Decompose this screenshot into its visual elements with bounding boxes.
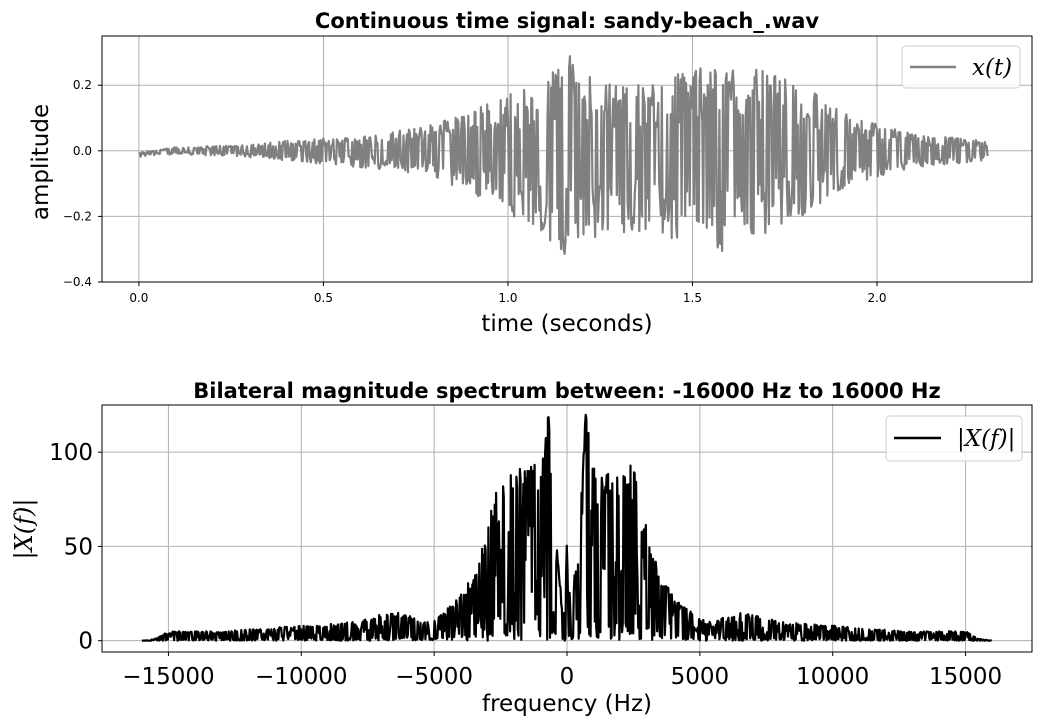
time-signal-ytick-label: −0.2 xyxy=(63,209,92,223)
spectrum-legend: |X(f)| xyxy=(885,415,1023,462)
spectrum-axes: Bilateral magnitude spectrum between: -1… xyxy=(10,379,1033,717)
spectrum-xtick-label: 15000 xyxy=(929,664,1002,690)
spectrum-legend-box xyxy=(885,415,1023,462)
spectrum-xlabel: frequency (Hz) xyxy=(482,691,652,717)
time-signal-grid xyxy=(102,36,1032,283)
time-signal-xtick-label: 1.5 xyxy=(683,291,702,305)
time-signal-ytick-label: 0.2 xyxy=(73,78,92,92)
spectrum-xtick-label: −5000 xyxy=(395,664,473,690)
spectrum-line xyxy=(141,413,993,642)
time-signal-axes: Continuous time signal: sandy-beach_.wav… xyxy=(28,9,1033,337)
time-signal-xtick-label: 0.0 xyxy=(129,291,148,305)
spectrum-ticks: −15000 −10000 −5000 0 5000 10000 15000 0 50 100 xyxy=(49,440,1002,690)
time-signal-legend-box xyxy=(901,45,1021,89)
spectrum-xtick-label: 5000 xyxy=(671,664,730,690)
time-signal-ticks: 0.0 0.5 1.0 1.5 2.0 −0.4 −0.2 0.0 0.2 xyxy=(63,78,887,305)
spectrum-series xyxy=(141,413,993,642)
time-signal-legend-label: x(t) xyxy=(972,55,1012,81)
spectrum-xtick-label: 0 xyxy=(560,664,575,690)
spectrum-legend-label: |X(f)| xyxy=(957,426,1015,452)
spectrum-ytick-label: 50 xyxy=(64,534,93,560)
time-signal-ytick-label: −0.4 xyxy=(63,275,92,289)
spectrum-xtick-label: −10000 xyxy=(255,664,347,690)
time-signal-xtick-label: 0.5 xyxy=(314,291,333,305)
time-signal-frame xyxy=(101,35,1033,283)
time-signal-xtick-label: 1.0 xyxy=(498,291,517,305)
time-signal-title: Continuous time signal: sandy-beach_.wav xyxy=(315,9,819,33)
time-signal-xtick-label: 2.0 xyxy=(867,291,886,305)
spectrum-xtick-label: −15000 xyxy=(122,664,214,690)
time-signal-line xyxy=(138,55,989,255)
time-signal-series xyxy=(138,55,989,255)
spectrum-ytick-label: 0 xyxy=(78,629,93,655)
spectrum-ylabel: |X(f)| xyxy=(10,499,39,560)
time-signal-ylabel: amplitude xyxy=(28,104,54,220)
spectrum-title: Bilateral magnitude spectrum between: -1… xyxy=(193,379,940,403)
time-signal-ytick-label: 0.0 xyxy=(73,144,92,158)
spectrum-xtick-label: 10000 xyxy=(796,664,869,690)
spectrum-ytick-label: 100 xyxy=(49,440,93,466)
time-signal-xlabel: time (seconds) xyxy=(481,311,652,337)
time-signal-legend: x(t) xyxy=(901,45,1021,89)
